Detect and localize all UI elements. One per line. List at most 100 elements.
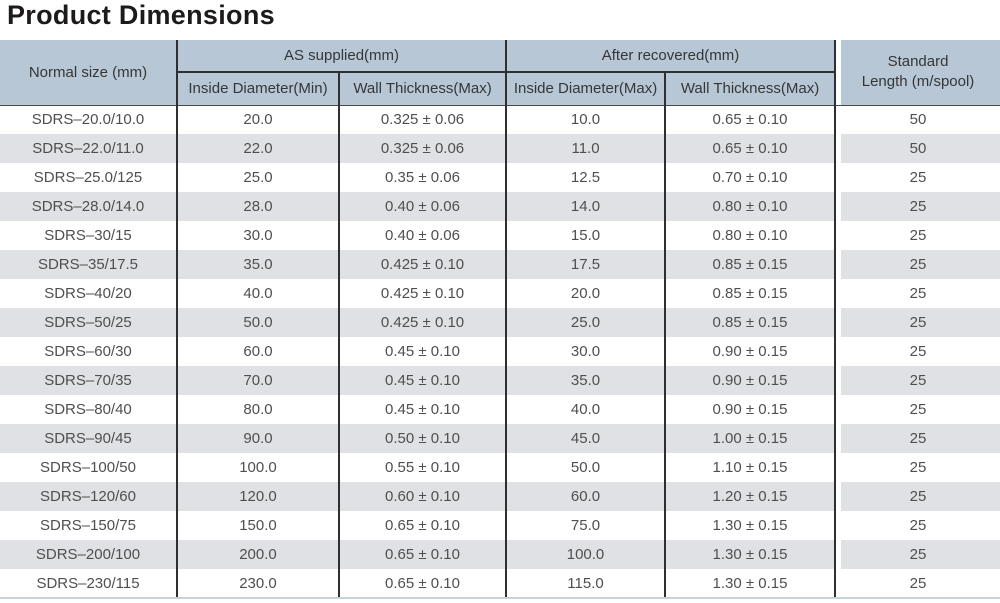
cell-ar-wall-thickness-max: 0.90 ± 0.15	[664, 366, 836, 395]
cell-standard-length: 25	[834, 482, 1000, 511]
cell-standard-length: 25	[834, 424, 1000, 453]
table-row: SDRS–22.0/11.0 22.0 0.325 ± 0.06 11.0 0.65 ±…	[0, 134, 1000, 163]
column-group-after-recovered: After recovered(mm)	[505, 40, 836, 73]
cell-as-wall-thickness-max: 0.425 ± 0.10	[337, 279, 507, 308]
cell-standard-length: 25	[834, 540, 1000, 569]
table-row: SDRS–200/100 200.0 0.65 ± 0.10 100.0 1.30 ± …	[0, 540, 1000, 569]
cell-as-wall-thickness-max: 0.35 ± 0.06	[337, 163, 507, 192]
cell-as-inside-diameter-min: 90.0	[176, 424, 339, 453]
cell-ar-inside-diameter-max: 115.0	[505, 569, 666, 599]
cell-standard-length: 25	[834, 163, 1000, 192]
cell-ar-inside-diameter-max: 40.0	[505, 395, 666, 424]
table-body: SDRS–20.0/10.0 20.0 0.325 ± 0.06 10.0 0.65 ±…	[0, 105, 1000, 599]
column-header-as-inside-diameter-min: Inside Diameter(Min)	[177, 72, 339, 106]
cell-as-inside-diameter-min: 200.0	[176, 540, 339, 569]
cell-standard-length: 25	[834, 337, 1000, 366]
cell-as-wall-thickness-max: 0.45 ± 0.10	[337, 366, 507, 395]
cell-as-inside-diameter-min: 50.0	[176, 308, 339, 337]
cell-as-wall-thickness-max: 0.45 ± 0.10	[337, 337, 507, 366]
cell-normal-size: SDRS–60/30	[0, 337, 177, 366]
standard-length-line1: Standard	[887, 53, 949, 71]
cell-standard-length: 25	[834, 511, 1000, 540]
cell-as-wall-thickness-max: 0.40 ± 0.06	[337, 221, 507, 250]
table-row: SDRS–100/50 100.0 0.55 ± 0.10 50.0 1.10 ± 0.…	[0, 453, 1000, 482]
table-row: SDRS–80/40 80.0 0.45 ± 0.10 40.0 0.90 ± 0.15…	[0, 395, 1000, 424]
cell-ar-wall-thickness-max: 0.70 ± 0.10	[664, 163, 836, 192]
cell-normal-size: SDRS–22.0/11.0	[0, 134, 177, 163]
table-row: SDRS–50/25 50.0 0.425 ± 0.10 25.0 0.85 ± 0.1…	[0, 308, 1000, 337]
cell-standard-length: 25	[834, 192, 1000, 221]
table-header: Normal size (mm) AS supplied(mm) After r…	[0, 40, 1000, 106]
cell-standard-length: 25	[834, 221, 1000, 250]
header-group-row: Normal size (mm) AS supplied(mm) After r…	[0, 40, 1000, 106]
table-row: SDRS–90/45 90.0 0.50 ± 0.10 45.0 1.00 ± 0.15…	[0, 424, 1000, 453]
cell-ar-inside-diameter-max: 75.0	[505, 511, 666, 540]
table-row: SDRS–60/30 60.0 0.45 ± 0.10 30.0 0.90 ± 0.15…	[0, 337, 1000, 366]
cell-standard-length: 25	[834, 250, 1000, 279]
cell-normal-size: SDRS–70/35	[0, 366, 177, 395]
cell-ar-inside-diameter-max: 17.5	[505, 250, 666, 279]
cell-as-wall-thickness-max: 0.65 ± 0.10	[337, 569, 507, 599]
cell-normal-size: SDRS–35/17.5	[0, 250, 177, 279]
cell-ar-wall-thickness-max: 1.30 ± 0.15	[664, 511, 836, 540]
cell-as-inside-diameter-min: 230.0	[176, 569, 339, 599]
table-row: SDRS–30/15 30.0 0.40 ± 0.06 15.0 0.80 ± 0.10…	[0, 221, 1000, 250]
cell-ar-wall-thickness-max: 0.90 ± 0.15	[664, 395, 836, 424]
table-row: SDRS–230/115 230.0 0.65 ± 0.10 115.0 1.30 ± …	[0, 569, 1000, 599]
column-header-standard-length: Standard Length (m/spool)	[834, 40, 1000, 106]
table-row: SDRS–70/35 70.0 0.45 ± 0.10 35.0 0.90 ± 0.15…	[0, 366, 1000, 395]
product-dimensions-table: Normal size (mm) AS supplied(mm) After r…	[0, 40, 1000, 599]
cell-normal-size: SDRS–25.0/125	[0, 163, 177, 192]
page-title: Product Dimensions	[7, 0, 275, 30]
column-header-as-wall-thickness-max: Wall Thickness(Max)	[337, 72, 507, 106]
cell-ar-wall-thickness-max: 0.85 ± 0.15	[664, 279, 836, 308]
cell-as-wall-thickness-max: 0.65 ± 0.10	[337, 540, 507, 569]
cell-normal-size: SDRS–40/20	[0, 279, 177, 308]
cell-normal-size: SDRS–120/60	[0, 482, 177, 511]
cell-normal-size: SDRS–230/115	[0, 569, 177, 599]
table-row: SDRS–120/60 120.0 0.60 ± 0.10 60.0 1.20 ± 0.…	[0, 482, 1000, 511]
cell-as-inside-diameter-min: 100.0	[176, 453, 339, 482]
table-row: SDRS–150/75 150.0 0.65 ± 0.10 75.0 1.30 ± 0.…	[0, 511, 1000, 540]
table-row: SDRS–25.0/125 25.0 0.35 ± 0.06 12.5 0.70 ± 0…	[0, 163, 1000, 192]
cell-ar-inside-diameter-max: 14.0	[505, 192, 666, 221]
cell-as-wall-thickness-max: 0.55 ± 0.10	[337, 453, 507, 482]
cell-ar-inside-diameter-max: 100.0	[505, 540, 666, 569]
cell-ar-wall-thickness-max: 0.85 ± 0.15	[664, 308, 836, 337]
cell-normal-size: SDRS–30/15	[0, 221, 177, 250]
cell-ar-wall-thickness-max: 0.65 ± 0.10	[664, 134, 836, 163]
cell-ar-wall-thickness-max: 1.00 ± 0.15	[664, 424, 836, 453]
cell-as-inside-diameter-min: 35.0	[176, 250, 339, 279]
column-header-normal-size: Normal size (mm)	[0, 40, 178, 106]
cell-normal-size: SDRS–80/40	[0, 395, 177, 424]
cell-ar-wall-thickness-max: 1.30 ± 0.15	[664, 540, 836, 569]
cell-as-inside-diameter-min: 28.0	[176, 192, 339, 221]
cell-standard-length: 25	[834, 279, 1000, 308]
cell-ar-wall-thickness-max: 1.20 ± 0.15	[664, 482, 836, 511]
cell-ar-inside-diameter-max: 15.0	[505, 221, 666, 250]
table-row: SDRS–35/17.5 35.0 0.425 ± 0.10 17.5 0.85 ± 0…	[0, 250, 1000, 279]
cell-as-wall-thickness-max: 0.325 ± 0.06	[337, 134, 507, 163]
cell-as-wall-thickness-max: 0.425 ± 0.10	[337, 308, 507, 337]
cell-ar-inside-diameter-max: 25.0	[505, 308, 666, 337]
cell-as-inside-diameter-min: 25.0	[176, 163, 339, 192]
cell-as-wall-thickness-max: 0.325 ± 0.06	[337, 105, 507, 134]
cell-as-inside-diameter-min: 150.0	[176, 511, 339, 540]
cell-as-wall-thickness-max: 0.50 ± 0.10	[337, 424, 507, 453]
column-header-ar-inside-diameter-max: Inside Diameter(Max)	[505, 72, 666, 106]
cell-as-inside-diameter-min: 22.0	[176, 134, 339, 163]
cell-ar-wall-thickness-max: 0.65 ± 0.10	[664, 105, 836, 134]
cell-standard-length: 25	[834, 308, 1000, 337]
cell-normal-size: SDRS–50/25	[0, 308, 177, 337]
cell-standard-length: 25	[834, 395, 1000, 424]
cell-standard-length: 25	[834, 366, 1000, 395]
cell-normal-size: SDRS–200/100	[0, 540, 177, 569]
column-group-as-supplied: AS supplied(mm)	[175, 40, 507, 73]
cell-ar-wall-thickness-max: 0.85 ± 0.15	[664, 250, 836, 279]
cell-as-wall-thickness-max: 0.40 ± 0.06	[337, 192, 507, 221]
cell-as-inside-diameter-min: 40.0	[176, 279, 339, 308]
cell-ar-wall-thickness-max: 0.80 ± 0.10	[664, 221, 836, 250]
cell-as-wall-thickness-max: 0.65 ± 0.10	[337, 511, 507, 540]
cell-ar-wall-thickness-max: 1.10 ± 0.15	[664, 453, 836, 482]
cell-ar-inside-diameter-max: 35.0	[505, 366, 666, 395]
